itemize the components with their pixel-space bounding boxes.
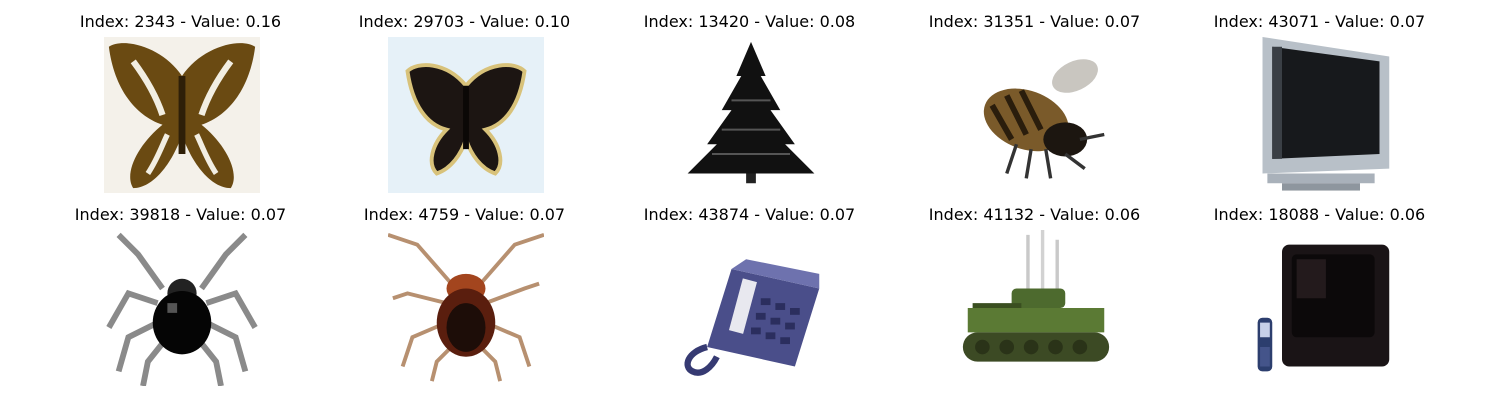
grid-cell: Index: 31351 - Value: 0.07 (892, 12, 1177, 202)
grid-cell: Index: 13420 - Value: 0.08 (607, 12, 892, 202)
grid-cell: Index: 43071 - Value: 0.07 (1177, 12, 1462, 202)
cell-title: Index: 31351 - Value: 0.07 (928, 12, 1141, 31)
pine-tree-image (673, 37, 829, 193)
grid-cell: Index: 43874 - Value: 0.07 (607, 205, 892, 395)
grid-cell: Index: 2343 - Value: 0.16 (38, 12, 323, 202)
cell-title: Index: 41132 - Value: 0.06 (928, 205, 1141, 224)
spider-image (104, 230, 260, 386)
television-image (1243, 37, 1399, 193)
cell-title: Index: 43874 - Value: 0.07 (643, 205, 856, 224)
grid-cell: Index: 39818 - Value: 0.07 (38, 205, 323, 395)
butterfly-image (104, 37, 260, 193)
butterfly-image (388, 37, 544, 193)
tank-image (958, 230, 1114, 386)
telephone-image (673, 230, 829, 386)
grid-cell: Index: 4759 - Value: 0.07 (322, 205, 607, 395)
grid-cell: Index: 29703 - Value: 0.10 (322, 12, 607, 202)
crt-television-image (1243, 230, 1399, 386)
cell-title: Index: 13420 - Value: 0.08 (643, 12, 856, 31)
grid-cell: Index: 18088 - Value: 0.06 (1177, 205, 1462, 395)
cell-title: Index: 2343 - Value: 0.16 (79, 12, 282, 31)
grid-cell: Index: 41132 - Value: 0.06 (892, 205, 1177, 395)
cell-title: Index: 43071 - Value: 0.07 (1213, 12, 1426, 31)
cell-title: Index: 18088 - Value: 0.06 (1213, 205, 1426, 224)
bee-image (958, 37, 1114, 193)
cockroach-image (388, 230, 544, 386)
cell-title: Index: 29703 - Value: 0.10 (358, 12, 571, 31)
cell-title: Index: 4759 - Value: 0.07 (363, 205, 566, 224)
cell-title: Index: 39818 - Value: 0.07 (74, 205, 287, 224)
